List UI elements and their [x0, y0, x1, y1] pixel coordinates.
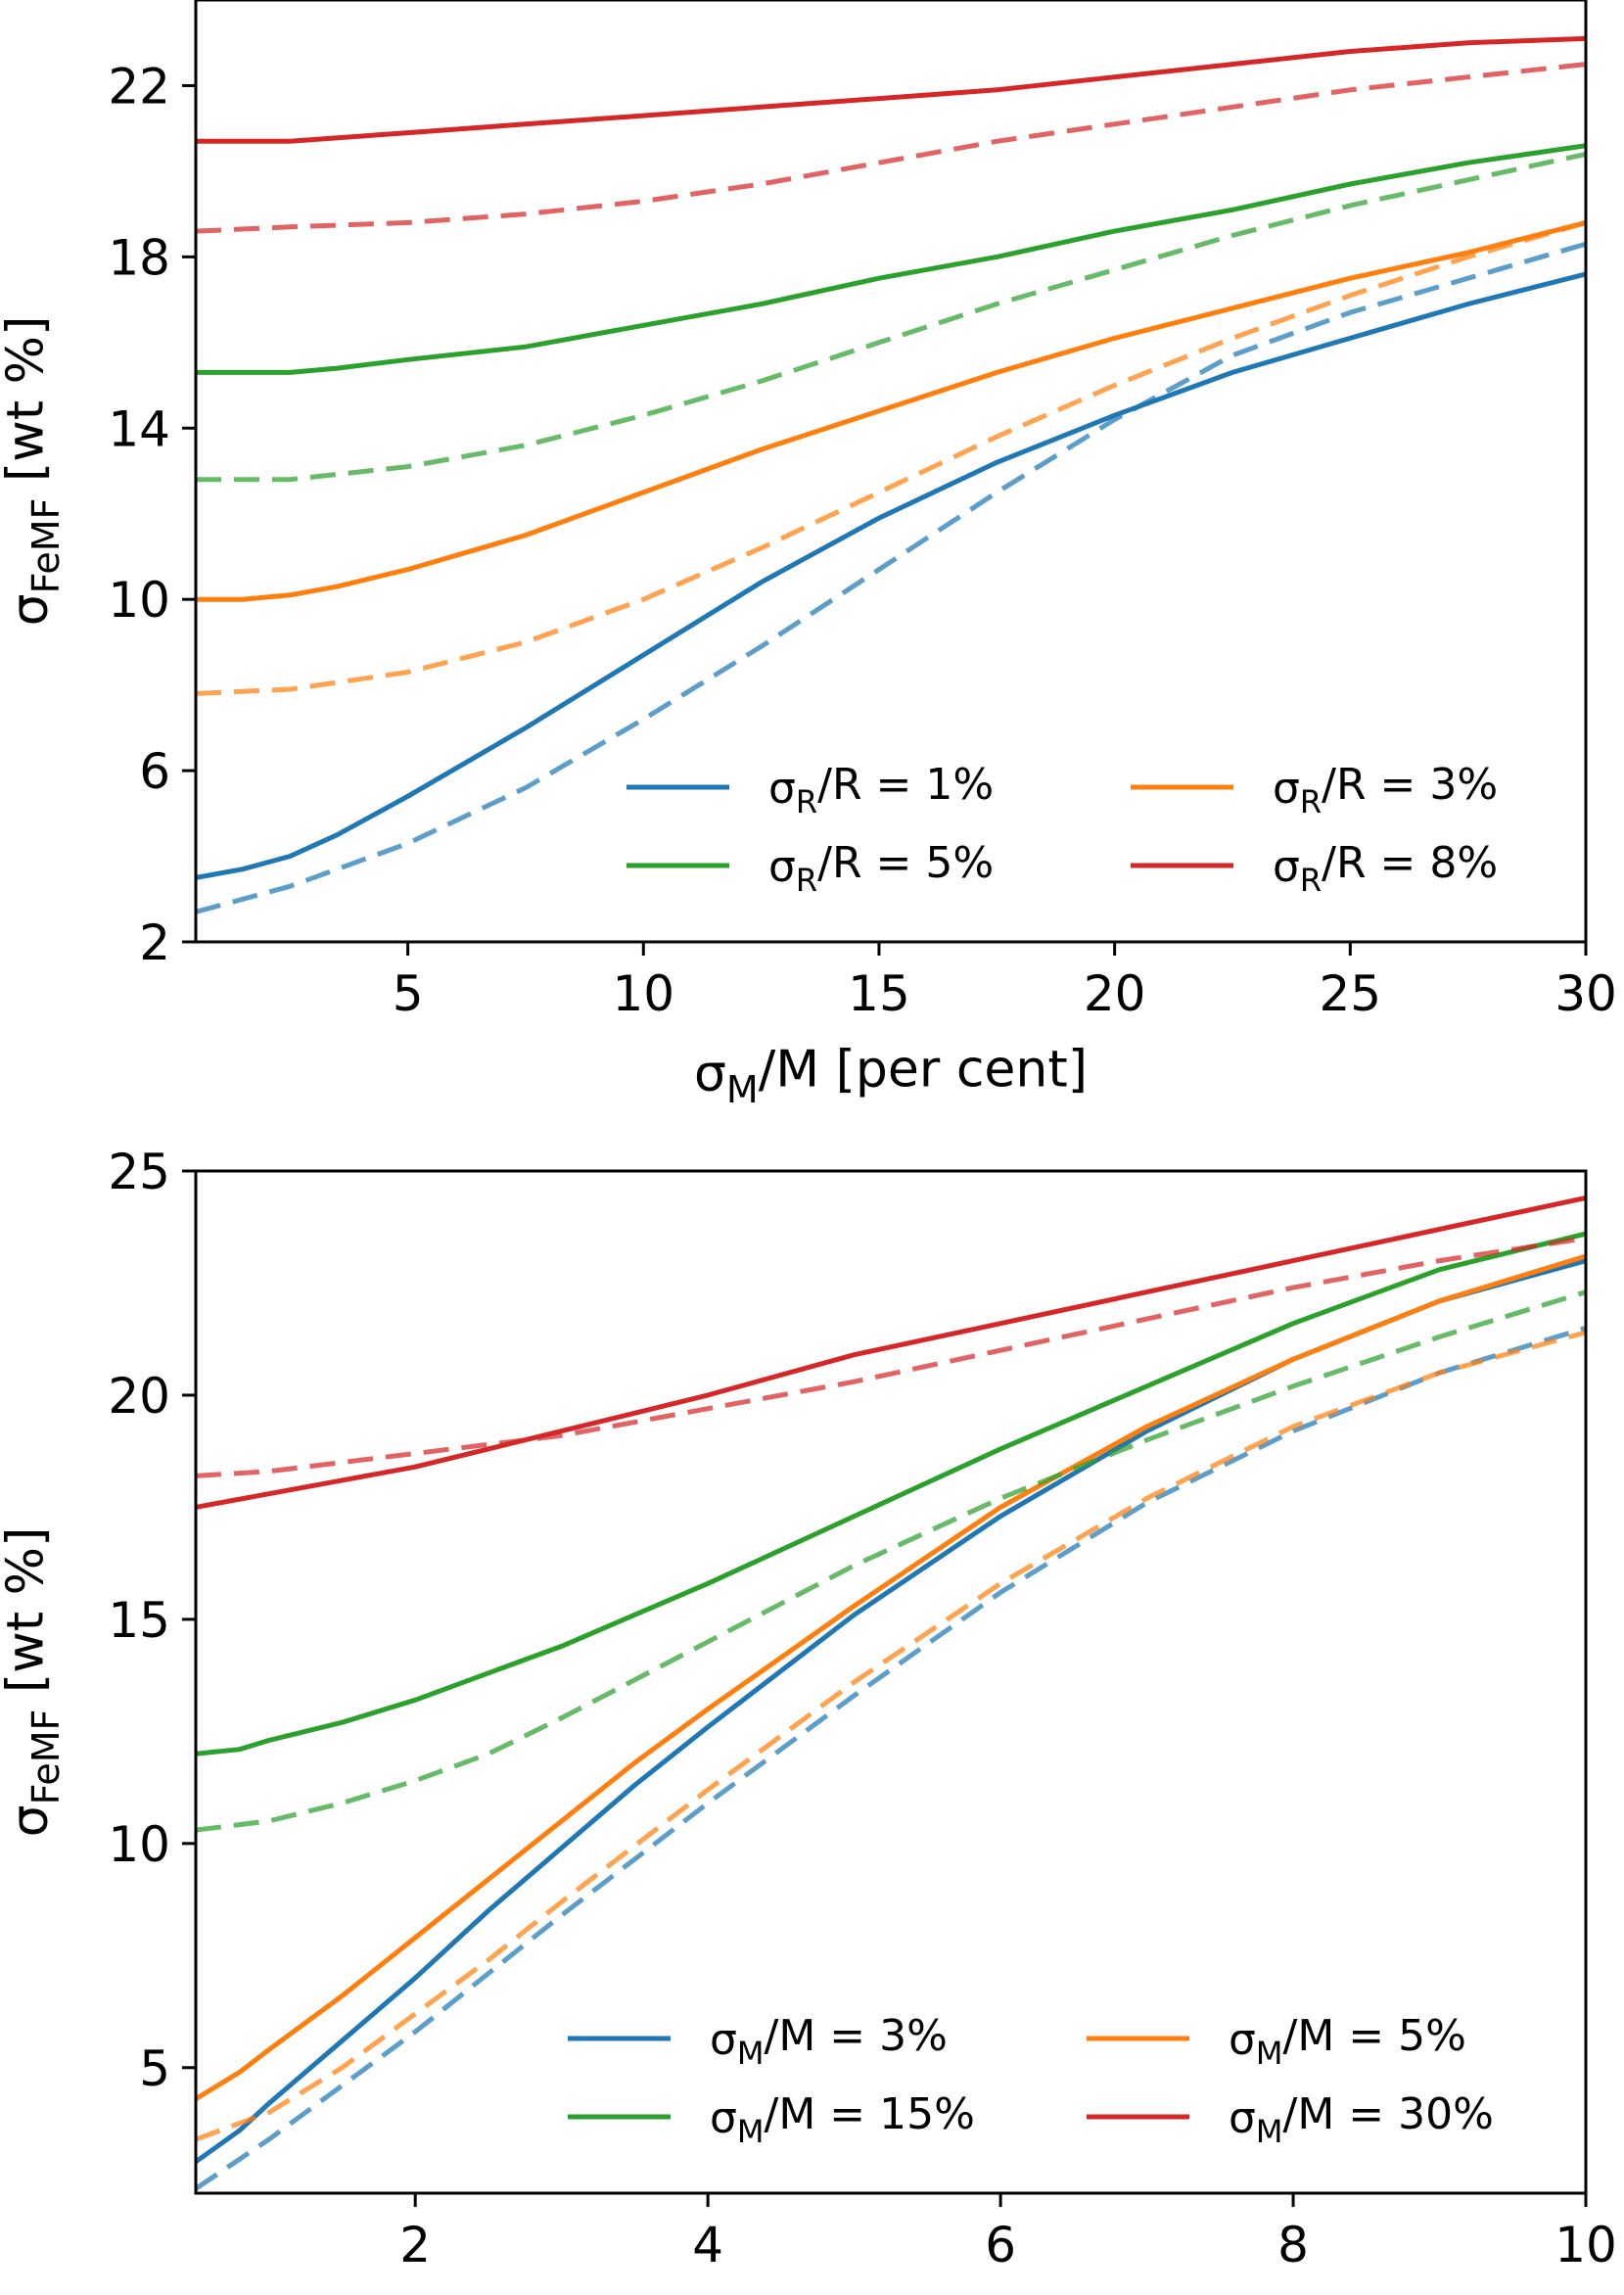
series-line-2-dashed — [196, 1325, 1586, 2191]
x-axis-label: σM/M [per cent] — [694, 1041, 1088, 1112]
legend-label: σM/M = 15% — [710, 2089, 975, 2150]
y-tick-label: 20 — [108, 1368, 170, 1425]
legend-label: σM/M = 3% — [710, 2011, 948, 2072]
x-tick-label: 5 — [393, 965, 424, 1022]
x-tick-label: 10 — [612, 965, 674, 1022]
series-line-8-dashed — [196, 1236, 1586, 1478]
series-line-2-dashed — [196, 241, 1586, 914]
chart-panel-1: 5 10 15 20 25 30 2 6 10 14 18 22 σM/M [per cent] σFeM… — [0, 0, 1617, 1111]
axes-frame — [194, 1169, 1588, 2195]
y-axis-label: σFeMF [wt %] — [0, 1527, 68, 1838]
x-tick-label: 8 — [1277, 2217, 1309, 2273]
legend-label: σR/R = 8% — [1273, 838, 1498, 899]
legend-label: σR/R = 1% — [768, 760, 994, 820]
x-tick-label: 4 — [692, 2217, 723, 2273]
legend: σM/M = 3% σM/M = 15% σM/M = 5% σM/M = 30% — [568, 2011, 1494, 2150]
y-tick-label: 2 — [139, 914, 170, 971]
series-line-3-solid — [196, 219, 1586, 602]
y-tick-label: 18 — [108, 229, 170, 286]
x-tick-label: 2 — [399, 2217, 431, 2273]
x-tick-label: 20 — [1084, 965, 1146, 1022]
series-line-6-dashed — [196, 1289, 1586, 1833]
legend-label: σM/M = 30% — [1229, 2089, 1494, 2150]
y-tick-label: 14 — [108, 400, 170, 457]
y-axis-label: σFeMF [wt %] — [0, 316, 68, 627]
series-line-7-solid — [196, 35, 1586, 144]
y-tick-label: 5 — [139, 2040, 170, 2097]
x-tick-label: 30 — [1554, 965, 1617, 1022]
y-tick-label: 25 — [108, 1144, 170, 1200]
series-line-4-dashed — [196, 1330, 1586, 2142]
x-axis-label: σR/R [per cent] — [702, 2292, 1081, 2295]
legend: σR/R = 1% σR/R = 5% σR/R = 3% σR/R = 8% — [626, 760, 1498, 899]
y-tick-label: 10 — [108, 572, 170, 629]
x-tick-label: 15 — [848, 965, 910, 1022]
series-line-6-dashed — [196, 151, 1586, 483]
legend-label: σM/M = 5% — [1229, 2011, 1466, 2072]
series-line-5-solid — [196, 143, 1586, 375]
y-tick-label: 10 — [108, 1816, 170, 1873]
series-line-4-dashed — [196, 219, 1586, 696]
x-tick-label: 25 — [1320, 965, 1382, 1022]
series-line-8-dashed — [196, 62, 1586, 234]
y-tick-label: 15 — [108, 1592, 170, 1649]
y-tick-label: 22 — [108, 58, 170, 115]
series-line-5-solid — [196, 1231, 1586, 1756]
x-tick-label: 6 — [985, 2217, 1016, 2273]
series-line-7-solid — [196, 1195, 1586, 1510]
axes-frame — [194, 0, 1588, 944]
chart-panel-2: 2 4 6 8 10 5 10 15 20 25 σR/R [per cent] σFeMF [wt … — [0, 1144, 1617, 2295]
legend-label: σR/R = 5% — [768, 838, 994, 899]
y-tick-label: 6 — [139, 743, 170, 800]
series-line-1-solid — [196, 271, 1586, 880]
legend-label: σR/R = 3% — [1273, 760, 1498, 820]
x-tick-label: 10 — [1554, 2217, 1617, 2273]
series-line-3-solid — [196, 1253, 1586, 2101]
